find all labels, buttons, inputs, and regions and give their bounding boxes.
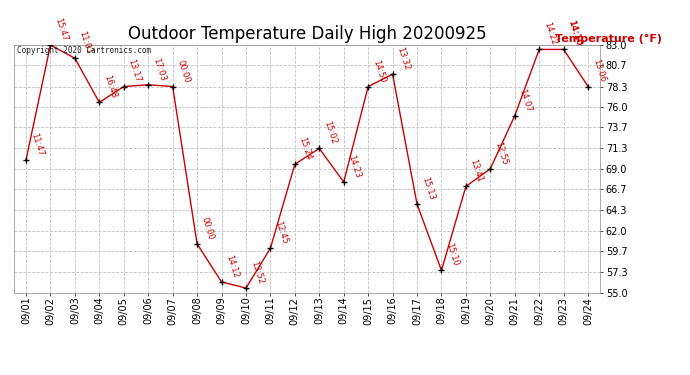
Text: 14:10: 14:10 <box>566 18 583 46</box>
Text: 14:22: 14:22 <box>542 21 558 46</box>
Text: 13:41: 13:41 <box>469 158 484 184</box>
Text: 15:47: 15:47 <box>53 17 69 42</box>
Text: 14:12: 14:12 <box>224 254 240 279</box>
Text: Copyright 2020 Cartronics.com: Copyright 2020 Cartronics.com <box>17 46 151 55</box>
Title: Outdoor Temperature Daily High 20200925: Outdoor Temperature Daily High 20200925 <box>128 26 486 44</box>
Text: 00:00: 00:00 <box>200 216 216 241</box>
Text: 12:55: 12:55 <box>493 141 509 166</box>
Text: 15:10: 15:10 <box>444 242 460 268</box>
Text: 13:32: 13:32 <box>395 46 411 71</box>
Text: 15:02: 15:02 <box>322 120 338 146</box>
Text: 14:23: 14:23 <box>346 154 362 179</box>
Text: 00:00: 00:00 <box>175 58 191 84</box>
Text: 14:50: 14:50 <box>371 58 387 84</box>
Text: 11:01: 11:01 <box>78 30 94 56</box>
Text: 13:17: 13:17 <box>126 58 143 84</box>
Text: 17:03: 17:03 <box>151 56 167 82</box>
Text: 16:48: 16:48 <box>102 74 118 100</box>
Text: 13:52: 13:52 <box>248 260 265 285</box>
Text: 14:07: 14:07 <box>518 87 533 113</box>
Text: 12:45: 12:45 <box>273 220 289 246</box>
Text: 13:06: 13:06 <box>591 58 607 84</box>
Text: 11:47: 11:47 <box>29 132 45 157</box>
Text: Temperature (°F): Temperature (°F) <box>555 34 662 44</box>
Text: 15:24: 15:24 <box>297 136 313 162</box>
Text: 15:13: 15:13 <box>420 176 435 201</box>
